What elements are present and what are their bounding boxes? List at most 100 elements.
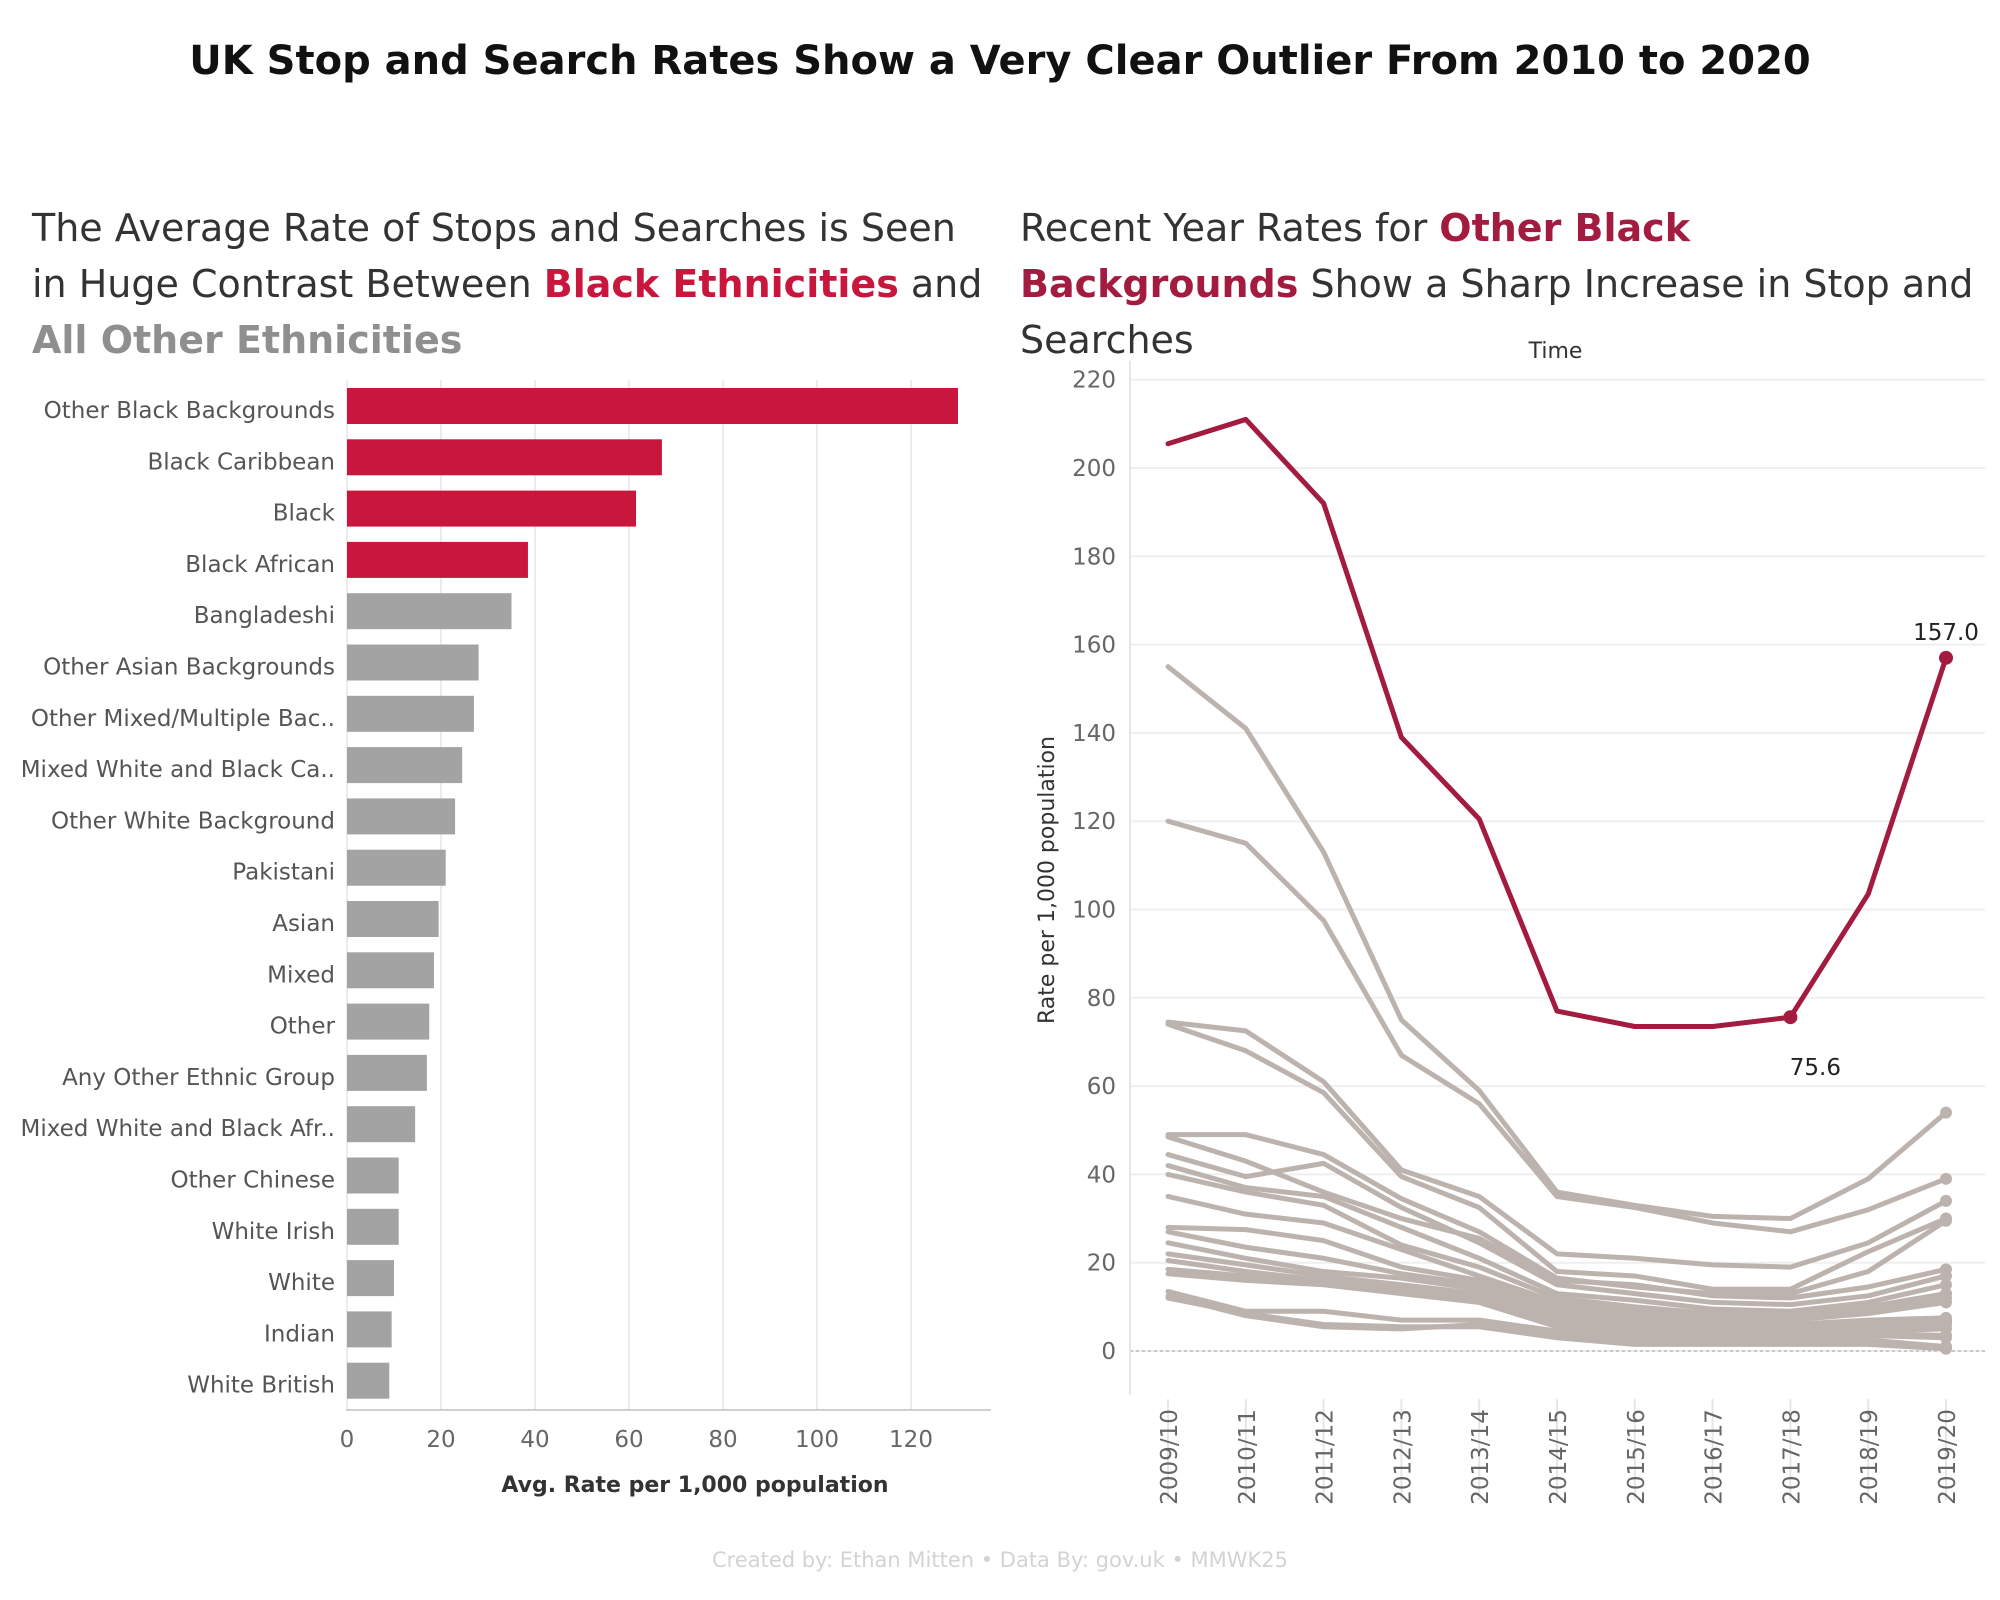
subtitle-highlight-other: All Other Ethnicities [32,318,463,362]
bar-category-label: Black Caribbean [147,449,335,475]
bar-category-label: White British [187,1373,335,1399]
bar-category-label: Any Other Ethnic Group [62,1065,335,1091]
bar [347,1362,390,1399]
series-line [1165,1163,1949,1314]
bar-category-label: Other Asian Backgrounds [43,655,335,681]
x-tick-label: 2018/19 [1857,1409,1883,1505]
bar [347,439,662,476]
y-tick-label: 0 [1101,1339,1116,1365]
bar [347,541,528,578]
bar [347,1311,392,1348]
bar [347,849,446,886]
series-end-point [1940,1331,1952,1344]
credits-footer: Created by: Ethan Mitten • Data By: gov.… [711,1548,1289,1572]
x-tick-label: 2014/15 [1546,1409,1572,1505]
x-tick-label: 2009/10 [1157,1409,1183,1505]
highlight-series-line [1165,416,1949,1029]
y-tick-label: 20 [1087,1251,1116,1277]
series-end-point [1940,1194,1952,1207]
y-tick-label: 140 [1072,721,1116,747]
annotation-point [1783,1010,1798,1025]
bar-category-label: Black African [185,552,335,578]
series-end-point [1940,1106,1952,1119]
bar [347,747,463,784]
bar [347,1157,399,1194]
series-line [1165,1021,1949,1292]
annotation-label: 157.0 [1913,620,1979,646]
y-tick-label: 220 [1072,368,1116,394]
subtitle-text: Show a Sharp Increase in Stop and Search… [1020,262,1974,362]
series-end-point [1940,1214,1952,1227]
y-tick-label: 200 [1072,456,1116,482]
bar-category-label: Indian [264,1321,335,1347]
bar-category-label: Mixed [267,962,335,988]
bar-category-label: Other Black Backgrounds [44,398,335,424]
series-end-point [1940,1172,1952,1185]
series-end-point [1940,1278,1952,1291]
bar-chart-subtitle: The Average Rate of Stops and Searches i… [32,200,992,368]
x-tick-label: 80 [708,1427,737,1453]
line-chart-subtitle: Recent Year Rates for Other Black Backgr… [1020,200,1980,368]
series-end-point [1940,1269,1952,1282]
series-end-point [1940,1296,1952,1309]
series-line [1165,818,1949,1235]
bar [347,798,456,835]
x-tick-label: 0 [340,1427,355,1453]
bar-category-label: Mixed White and Black Ca.. [21,757,335,783]
bar-category-label: Other White Background [51,808,335,834]
bar-category-label: White Irish [212,1219,335,1245]
x-axis-title: Avg. Rate per 1,000 population [501,1473,888,1498]
x-tick-label: 40 [520,1427,549,1453]
x-tick-label: 2012/13 [1390,1409,1416,1505]
series-line [1165,1295,1949,1352]
subtitle-highlight-black: Black Ethnicities [543,262,899,306]
annotation-point [1939,650,1953,665]
annotation-label: 75.6 [1790,1055,1841,1081]
y-tick-label: 120 [1072,809,1116,835]
y-tick-label: 180 [1072,544,1116,570]
bar [347,901,439,937]
bar [347,1054,427,1091]
bar-category-label: Other [270,1014,336,1040]
series-line [1165,1288,1949,1341]
bar [347,644,479,681]
x-tick-label: 2019/20 [1935,1409,1961,1505]
bar [347,952,434,989]
subtitle-highlight: Other Black Backgrounds [1020,206,1690,306]
bar [347,1106,416,1143]
bar-category-label: Other Chinese [170,1168,335,1194]
series-line [1165,1193,1949,1321]
bar-category-label: Asian [272,911,335,937]
subtitle-text: Recent Year Rates for [1020,206,1440,250]
series-line [1165,1134,1949,1301]
series-line [1165,664,1949,1222]
bar-category-label: Black [273,501,336,527]
y-tick-label: 40 [1087,1162,1116,1188]
series-line [1165,1224,1949,1323]
subtitle-text: The Average Rate of Stops and Searches i… [32,206,956,306]
x-tick-label: 120 [889,1427,933,1453]
x-tick-label: 2016/17 [1702,1409,1728,1505]
bar [347,388,958,424]
x-tick-label: 100 [795,1427,839,1453]
y-axis-title: Rate per 1,000 population [1035,736,1060,1024]
series-end-point [1940,1342,1952,1355]
bar-category-label: Pakistani [232,860,335,886]
bar [347,1003,430,1040]
bar-category-label: Other Mixed/Multiple Bac.. [31,706,335,732]
series-line [1165,1152,1949,1308]
x-tick-label: 20 [426,1427,455,1453]
subtitle-text: and [898,262,983,306]
x-tick-label: 2010/11 [1235,1409,1261,1505]
x-tick-label: 2017/18 [1779,1409,1805,1505]
page-title: UK Stop and Search Rates Show a Very Cle… [189,38,1811,84]
bar [347,695,474,732]
x-tick-label: 60 [614,1427,643,1453]
y-tick-label: 100 [1072,898,1116,924]
bar-category-label: Mixed White and Black Afr.. [21,1116,336,1142]
bar [347,490,637,527]
series-line [1165,1019,1949,1270]
x-tick-label: 2015/16 [1624,1409,1650,1505]
